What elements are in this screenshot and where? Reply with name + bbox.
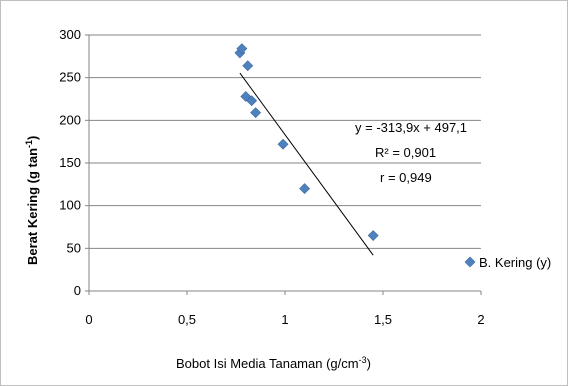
y-axis-title-text: Berat Kering (g tan [25, 148, 40, 265]
y-tick-label: 0 [74, 283, 81, 298]
y-tick-label: 250 [59, 70, 81, 85]
x-axis-title-sup: -3 [359, 355, 367, 365]
x-axis-title-end: ) [367, 356, 371, 371]
r-label: r = 0,949 [380, 170, 432, 185]
x-axis-title-text: Bobot Isi Media Tanaman (g/cm [176, 356, 359, 371]
data-point-8 [367, 230, 379, 241]
equation-label: y = -313,9x + 497,1 [355, 120, 467, 135]
x-tick-label: 1,5 [374, 312, 392, 327]
x-tick-label: 0 [85, 312, 92, 327]
tick-labels: 0 50 100 150 200 250 300 0 0,5 1 1,5 2 [59, 27, 484, 327]
trendline-line [239, 72, 374, 256]
data-point-6 [277, 138, 289, 150]
y-axis-title: Berat Kering (g tan-1) [24, 136, 40, 265]
legend-label: B. Kering (y) [479, 255, 551, 270]
axes [85, 34, 482, 295]
y-tick-label: 300 [59, 27, 81, 42]
y-axis-title-end: ) [25, 136, 40, 140]
data-points [234, 43, 379, 241]
y-tick-label: 200 [59, 112, 81, 127]
legend-marker [464, 256, 476, 268]
x-axis-title: Bobot Isi Media Tanaman (g/cm-3) [176, 355, 371, 371]
data-point-3 [242, 60, 254, 72]
x-tick-label: 1 [281, 312, 288, 327]
equation-annotations: y = -313,9x + 497,1 R² = 0,901 r = 0,949 [355, 120, 467, 185]
legend: B. Kering (y) [464, 255, 551, 270]
grid-lines [89, 34, 481, 249]
data-point-5 [250, 107, 262, 119]
trendline [239, 72, 374, 256]
data-point-7 [299, 183, 311, 195]
y-tick-label: 50 [67, 240, 81, 255]
r-squared-label: R² = 0,901 [375, 145, 436, 160]
y-axis-title-sup: -1 [24, 140, 34, 148]
y-tick-label: 100 [59, 198, 81, 213]
x-tick-label: 0,5 [178, 312, 196, 327]
x-tick-label: 2 [477, 312, 484, 327]
y-tick-label: 150 [59, 155, 81, 170]
data-point-4 [246, 95, 258, 107]
data-point-1 [236, 43, 248, 55]
